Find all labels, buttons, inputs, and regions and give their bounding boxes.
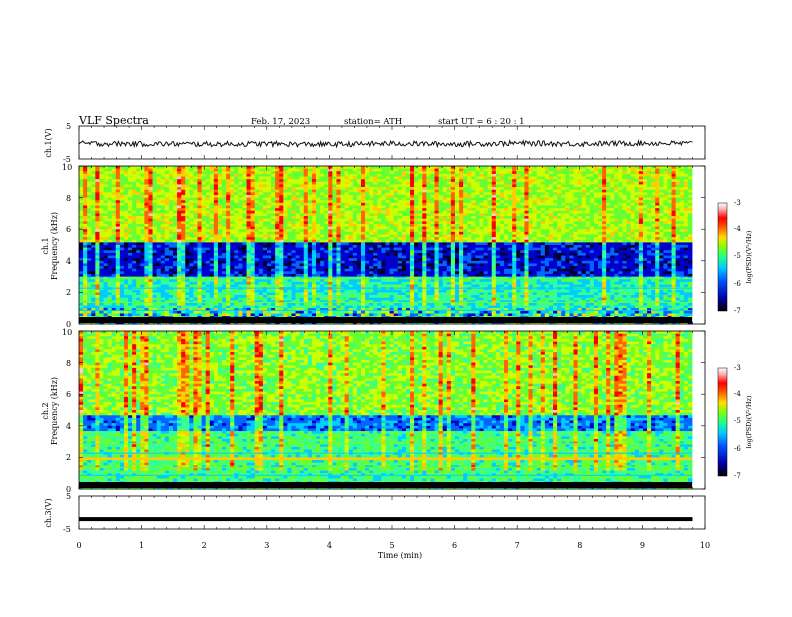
ch1-cbar-tick-neg5: -5	[734, 252, 741, 260]
ch2-spectrogram-image	[79, 331, 692, 489]
ch1-waveform-line	[79, 141, 693, 147]
ch1-spectrogram-ylabel-ch: ch.1	[41, 237, 50, 254]
ch1-cbar-tick-neg6: -6	[734, 280, 741, 288]
x-tick-label: 8	[577, 541, 582, 550]
ch3-ytick-5: 5	[66, 492, 71, 501]
x-tick-labels: 0 1 2 3 4 5 6 7 8 9 10	[76, 541, 710, 550]
ch1-freq-tick-10: 10	[62, 163, 72, 172]
x-tick-label: 2	[202, 541, 207, 550]
station-label: station= ATH	[344, 117, 402, 127]
ch2-cbar-tick-neg6: -6	[734, 445, 741, 453]
ch2-spectrogram-ylabel-ch: ch.2	[41, 402, 50, 419]
ch2-freq-tick-8: 8	[66, 359, 71, 368]
ch1-colorbar-gradient	[718, 203, 727, 311]
x-tick-label: 4	[327, 541, 332, 550]
ch1-spectrogram-image	[79, 166, 692, 324]
x-tick-label: 0	[76, 541, 81, 550]
ch1-colorbar: -3 -4 -5 -6 -7 log(PSD)(V²/Hz)	[718, 199, 753, 315]
x-tick-label: 6	[452, 541, 457, 550]
ch1-spectrogram-ylabel-freq: Frequency (kHz)	[50, 212, 59, 280]
ch2-freq-tick-10: 10	[62, 328, 72, 337]
ch3-waveform-frame	[79, 496, 705, 529]
ch2-cbar-tick-neg5: -5	[734, 417, 741, 425]
ch2-freq-tick-4: 4	[66, 422, 71, 431]
ch1-freq-tick-4: 4	[66, 257, 71, 266]
ch2-freq-tick-6: 6	[66, 390, 71, 399]
ch1-freq-tick-8: 8	[66, 194, 71, 203]
x-tick-label: 7	[515, 541, 520, 550]
ch1-cbar-tick-neg4: -4	[734, 225, 741, 233]
ch2-cbar-tick-neg4: -4	[734, 390, 741, 398]
x-tick-label: 10	[700, 541, 710, 550]
ch2-colorbar-gradient	[718, 368, 727, 476]
x-tick-label: 1	[139, 541, 144, 550]
ch1-freq-tick-6: 6	[66, 225, 71, 234]
ch1-colorbar-label: log(PSD)(V²/Hz)	[745, 230, 753, 283]
ch3-waveform-ylabel: ch.3(V)	[44, 498, 53, 527]
ch2-cbar-tick-neg3: -3	[734, 364, 741, 372]
ch1-ytick-5: 5	[66, 122, 71, 131]
x-tick-label: 3	[264, 541, 269, 550]
ch1-waveform-ylabel: ch.1(V)	[44, 128, 53, 157]
ch1-cbar-tick-neg7: -7	[734, 307, 741, 315]
start-time-label: start UT = 6 : 20 : 1	[438, 117, 525, 127]
ch2-freq-tick-2: 2	[66, 453, 71, 462]
x-tick-label: 9	[640, 541, 645, 550]
ch1-cbar-tick-neg3: -3	[734, 199, 741, 207]
ch2-colorbar: -3 -4 -5 -6 -7 log(PSD)(V²/Hz)	[718, 364, 753, 480]
date-label: Feb. 17, 2023	[251, 117, 310, 127]
ch1-freq-tick-2: 2	[66, 288, 71, 297]
figure-title: VLF Spectra	[78, 114, 149, 127]
x-tick-label: 5	[389, 541, 394, 550]
ch3-waveform-line	[79, 517, 693, 521]
ch2-spectrogram-ylabel-freq: Frequency (kHz)	[50, 377, 59, 445]
ch3-ytick-neg5: -5	[63, 525, 71, 534]
x-axis-label: Time (min)	[378, 551, 422, 560]
ch2-cbar-tick-neg7: -7	[734, 472, 741, 480]
ch2-colorbar-label: log(PSD)(V²/Hz)	[745, 395, 753, 448]
